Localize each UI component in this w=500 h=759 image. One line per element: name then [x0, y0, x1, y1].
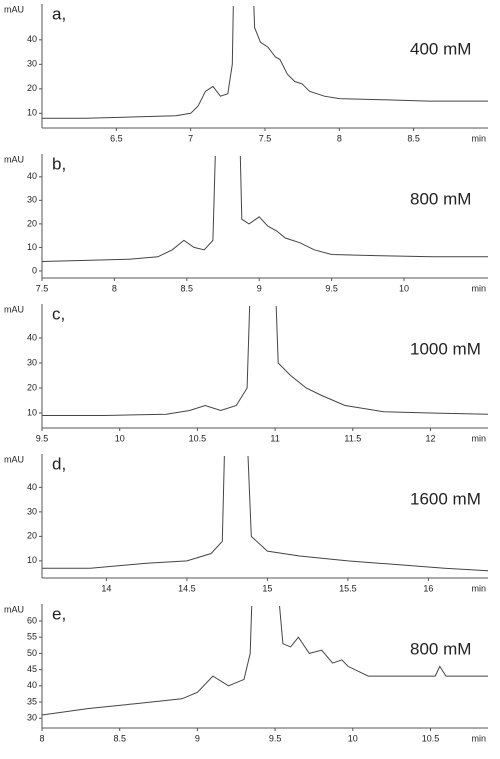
- y-tick-label: 40: [27, 171, 37, 181]
- y-tick-label: 20: [27, 83, 37, 93]
- trace: [42, 306, 488, 416]
- x-tick-label: 10: [115, 433, 125, 443]
- x-tick-label: 7: [188, 133, 193, 143]
- panel: mAU min 10 20 30 40 6.5 7 7.5 8 8.5 a, 400 mM: [4, 4, 488, 143]
- panel-label: c,: [52, 304, 65, 323]
- x-tick-label: 11.5: [344, 433, 361, 443]
- y-tick-label: 20: [27, 531, 37, 541]
- y-tick-label: 50: [27, 648, 37, 658]
- x-tick-label: 15: [262, 583, 272, 593]
- y-tick-label: 20: [27, 382, 37, 392]
- y-axis-label: mAU: [4, 154, 24, 164]
- annotation: 400 mM: [410, 39, 471, 58]
- y-axis-label: mAU: [4, 604, 24, 614]
- y-axis-label: mAU: [4, 4, 24, 14]
- trace: [42, 156, 488, 262]
- y-tick-label: 30: [27, 357, 37, 367]
- trace: [42, 606, 488, 716]
- x-tick-label: 8: [337, 133, 342, 143]
- y-tick-label: 30: [27, 506, 37, 516]
- x-tick-label: 8: [112, 283, 117, 293]
- x-tick-label: 6.5: [110, 133, 123, 143]
- x-tick-label: 9.5: [269, 733, 282, 743]
- y-tick-label: 40: [27, 680, 37, 690]
- y-tick-label: 40: [27, 332, 37, 342]
- y-tick-label: 30: [27, 59, 37, 69]
- y-tick-label: 20: [27, 218, 37, 228]
- trace: [42, 456, 488, 572]
- x-tick-label: 8: [39, 733, 44, 743]
- x-tick-label: 15.5: [339, 583, 357, 593]
- x-tick-label: 8.5: [113, 733, 126, 743]
- y-tick-label: 10: [27, 407, 37, 417]
- annotation: 1600 mM: [410, 489, 481, 508]
- x-tick-label: 10: [348, 733, 358, 743]
- y-tick-label: 10: [27, 555, 37, 565]
- x-tick-label: 9: [195, 733, 200, 743]
- y-tick-label: 60: [27, 615, 37, 625]
- x-tick-label: 14: [101, 583, 111, 593]
- y-tick-label: 40: [27, 34, 37, 44]
- panel: mAU min 0 10 20 30 40 7.5 8 8.5 9 9.5 10 b, 800 mM: [4, 154, 488, 293]
- x-axis-label: min: [471, 733, 486, 743]
- annotation: 800 mM: [410, 189, 471, 208]
- trace: [42, 6, 488, 119]
- x-tick-label: 12: [425, 433, 435, 443]
- y-axis-label: mAU: [4, 304, 24, 314]
- x-axis-label: min: [471, 283, 486, 293]
- panel: mAU min 10 20 30 40 9.5 10 10.5 11 11.5 12 c, 1000 mM: [4, 304, 488, 443]
- x-axis-label: min: [471, 133, 486, 143]
- x-tick-label: 7.5: [259, 133, 272, 143]
- panel: mAU min 10 20 30 40 14 14.5 15 15.5 16 d, 1600 mM: [4, 454, 488, 593]
- x-tick-label: 14.5: [178, 583, 196, 593]
- panel-label: d,: [52, 454, 66, 473]
- y-tick-label: 10: [27, 242, 37, 252]
- annotation: 800 mM: [410, 639, 471, 658]
- x-tick-label: 9: [257, 283, 262, 293]
- x-tick-label: 9.5: [325, 283, 338, 293]
- x-tick-label: 9.5: [36, 433, 49, 443]
- x-tick-label: 10: [399, 283, 409, 293]
- x-tick-label: 11: [270, 433, 279, 443]
- y-tick-label: 0: [32, 265, 37, 275]
- y-tick-label: 10: [27, 108, 37, 118]
- panel-label: e,: [52, 604, 66, 623]
- y-tick-label: 35: [27, 696, 37, 706]
- x-tick-label: 16: [423, 583, 433, 593]
- panel: mAU min 30 35 40 45 50 55 60 8 8.5 9 9.5 10 10.5 e, 800 …: [4, 604, 488, 743]
- y-tick-label: 30: [27, 713, 37, 723]
- x-tick-label: 8.5: [181, 283, 194, 293]
- x-tick-label: 10.5: [189, 433, 207, 443]
- y-tick-label: 40: [27, 482, 37, 492]
- panel-label: b,: [52, 154, 66, 173]
- y-tick-label: 30: [27, 195, 37, 205]
- panel-label: a,: [52, 4, 66, 23]
- x-axis-label: min: [471, 583, 486, 593]
- y-axis-label: mAU: [4, 454, 24, 464]
- y-tick-label: 55: [27, 632, 37, 642]
- x-axis-label: min: [471, 433, 486, 443]
- y-tick-label: 45: [27, 664, 37, 674]
- annotation: 1000 mM: [410, 339, 481, 358]
- x-tick-label: 8.5: [407, 133, 420, 143]
- x-tick-label: 10.5: [422, 733, 440, 743]
- x-tick-label: 7.5: [36, 283, 49, 293]
